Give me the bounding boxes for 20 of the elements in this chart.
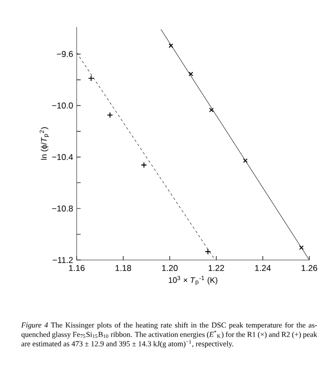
x-tick-label: 1.22 [208, 265, 224, 271]
point [188, 72, 194, 76]
point [243, 158, 248, 163]
y-tick-label: −10.8 [52, 206, 73, 212]
x-tick-label: 1.24 [255, 265, 271, 271]
point [209, 108, 214, 112]
point [140, 162, 147, 168]
y-tick-label: −10.4 [52, 154, 73, 160]
x-tick-label: 1.16 [69, 265, 85, 272]
point [299, 245, 304, 250]
x-tick-label: 1.26 [302, 265, 318, 272]
x-tick-label: 1.18 [116, 265, 132, 272]
point [168, 43, 174, 48]
y-tick-label: −11.2 [52, 257, 73, 263]
y-tick-label: −9.6 [56, 51, 73, 58]
point [88, 75, 94, 82]
point [106, 112, 114, 118]
x-tick-label: 1.20 [162, 265, 178, 272]
y-tick-label: −10.0 [52, 102, 73, 109]
point [204, 248, 211, 255]
